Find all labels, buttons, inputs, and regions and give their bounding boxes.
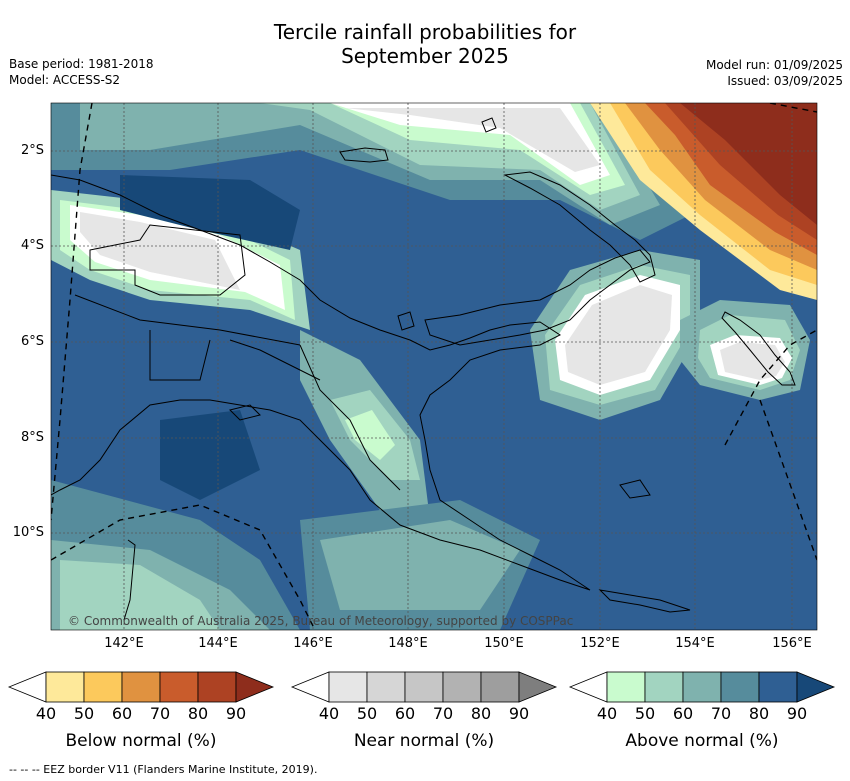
colorbar-below-normal-tick: 80: [187, 704, 209, 723]
lon-label-146e: 146°E: [293, 636, 333, 651]
colorbar-title-above-normal: Above normal (%): [625, 731, 779, 751]
issued-date: Issued: 03/09/2025: [727, 74, 843, 88]
base-period: Base period: 1981-2018: [9, 57, 154, 71]
lon-label-154e: 154°E: [675, 636, 715, 651]
lat-label-2s: 2°S: [20, 143, 44, 158]
colorbar-below-normal-segment-3: [121, 671, 161, 703]
title-line-1: Tercile rainfall probabilities for: [273, 20, 577, 44]
colorbar-below-normal-segment-4: [159, 671, 199, 703]
colorbar-near-normal-segment-4: [442, 671, 482, 703]
lon-label-152e: 152°E: [580, 636, 620, 651]
colorbar-title-near-normal: Near normal (%): [353, 731, 495, 751]
colorbar-below-normal-tick: 70: [149, 704, 171, 723]
coastlines: [51, 117, 796, 621]
colorbar-near-normal-tick: 50: [356, 704, 378, 723]
lon-label-150e: 150°E: [484, 636, 524, 651]
colorbar-near-normal-segment-1: [328, 671, 368, 703]
copyright-notice: © Commonwealth of Australia 2025, Bureau…: [68, 614, 574, 628]
lon-label-156e: 156°E: [772, 636, 812, 651]
lat-label-8s: 8°S: [20, 430, 44, 445]
lat-label-4s: 4°S: [20, 238, 44, 253]
map-frame: [50, 102, 818, 631]
colorbar-above-normal-max-arrow: [796, 671, 836, 703]
colorbar-below-normal-tick: 40: [35, 704, 57, 723]
model-run: Model run: 01/09/2025: [705, 58, 843, 72]
eez-footnote: -- -- -- EEZ border V11 (Flanders Marine…: [9, 763, 318, 776]
colorbar-near-normal-tick: 90: [508, 704, 530, 723]
colorbar-above-normal-segment-5: [758, 671, 798, 703]
colorbar-below-normal-tick: 50: [73, 704, 95, 723]
colorbar-below-normal-tick: 90: [225, 704, 247, 723]
colorbar-above-normal-tick: 60: [672, 704, 694, 723]
colorbar-above-normal-segment-1: [606, 671, 646, 703]
colorbar-below-normal-segment-1: [45, 671, 85, 703]
colorbar-near-normal-segment-5: [480, 671, 520, 703]
colorbar-above-normal-segment-3: [682, 671, 722, 703]
lon-label-142e: 142°E: [104, 636, 144, 651]
colorbar-below-normal-segment-5: [197, 671, 237, 703]
colorbar-near-normal-segment-3: [404, 671, 444, 703]
colorbar-title-below-normal: Below normal (%): [65, 731, 217, 751]
colorbar-below-normal-tick: 60: [111, 704, 133, 723]
colorbar-above-normal-min-arrow: [568, 671, 608, 703]
lon-label-144e: 144°E: [198, 636, 238, 651]
colorbar-above-normal-tick: 50: [634, 704, 656, 723]
probability-field: [51, 103, 817, 630]
title-line-2: September 2025: [341, 44, 509, 68]
colorbars: [7, 671, 836, 703]
colorbar-below-normal-segment-2: [83, 671, 123, 703]
colorbar-above-normal-tick: 70: [710, 704, 732, 723]
model-name: Model: ACCESS-S2: [9, 73, 121, 87]
colorbar-near-normal-max-arrow: [518, 671, 558, 703]
lat-label-6s: 6°S: [20, 334, 44, 349]
colorbar-near-normal-min-arrow: [290, 671, 330, 703]
colorbar-above-normal-tick: 40: [596, 704, 618, 723]
colorbar-above-normal-segment-4: [720, 671, 760, 703]
colorbar-below-normal-min-arrow: [7, 671, 47, 703]
colorbar-above-normal-segment-2: [644, 671, 684, 703]
colorbar-near-normal-tick: 80: [470, 704, 492, 723]
eez-borders: [51, 103, 817, 630]
colorbar-above-normal-tick: 80: [748, 704, 770, 723]
colorbar-above-normal-tick: 90: [786, 704, 808, 723]
colorbar-below-normal-max-arrow: [235, 671, 275, 703]
lon-label-148e: 148°E: [388, 636, 428, 651]
colorbar-near-normal-tick: 40: [318, 704, 340, 723]
lat-label-10s: 10°S: [12, 525, 44, 540]
colorbar-near-normal-segment-2: [366, 671, 406, 703]
colorbar-near-normal-tick: 60: [394, 704, 416, 723]
colorbar-near-normal-tick: 70: [432, 704, 454, 723]
